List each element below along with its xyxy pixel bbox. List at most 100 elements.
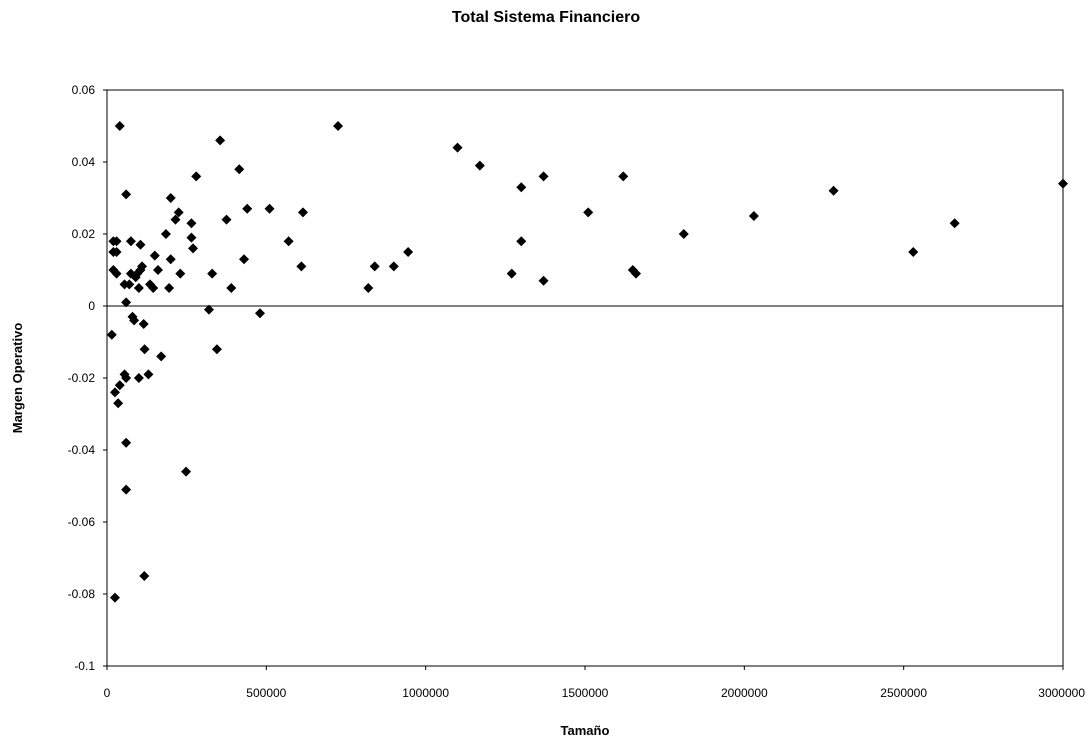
data-point — [828, 185, 839, 196]
data-point — [234, 164, 245, 175]
data-point — [630, 268, 641, 279]
data-point — [506, 268, 517, 279]
x-tick-label: 2500000 — [880, 686, 927, 700]
data-point — [165, 254, 176, 265]
x-tick-label: 500000 — [246, 686, 286, 700]
data-point — [388, 261, 399, 272]
data-point — [211, 344, 222, 355]
y-tick-label: 0.06 — [72, 83, 96, 97]
data-point — [538, 275, 549, 286]
data-point — [264, 203, 275, 214]
data-point — [133, 373, 144, 383]
y-axis-label: Margen Operativo — [10, 323, 25, 434]
data-point — [164, 283, 175, 293]
y-tick-label: -0.08 — [68, 587, 96, 601]
data-point — [138, 319, 149, 329]
data-point — [191, 171, 202, 182]
y-tick-label: 0.04 — [72, 155, 96, 169]
data-point — [215, 135, 226, 146]
data-point — [111, 236, 122, 247]
data-point — [106, 329, 117, 340]
data-point — [748, 211, 759, 221]
y-tick-label: 0 — [88, 299, 95, 313]
data-point — [452, 142, 463, 153]
data-point — [678, 229, 689, 239]
data-point — [113, 398, 124, 409]
data-point — [175, 268, 186, 279]
data-point — [538, 171, 549, 182]
data-point — [186, 218, 197, 229]
y-tick-label: -0.1 — [74, 659, 95, 673]
y-axis-ticks: 0.06 0.04 0.02 0 -0.02 -0.04 -0.06 -0.08 -0.1 — [68, 83, 107, 673]
x-tick-label: 0 — [104, 686, 111, 700]
data-point — [203, 304, 214, 315]
data-point — [121, 437, 132, 448]
data-point — [119, 369, 130, 380]
data-point — [125, 236, 136, 247]
data-point — [148, 283, 159, 293]
data-point — [297, 207, 308, 218]
data-point — [403, 247, 414, 257]
y-tick-label: -0.04 — [68, 443, 96, 457]
data-point — [121, 373, 132, 383]
x-axis-ticks: 0 500000 1000000 1500000 2000000 2500000 30000… — [104, 666, 1085, 700]
data-point — [143, 369, 154, 380]
data-point — [296, 261, 307, 272]
data-point — [135, 239, 146, 250]
data-point — [160, 229, 171, 239]
data-point — [583, 207, 594, 218]
data-point — [207, 268, 218, 279]
y-tick-label: -0.06 — [68, 515, 96, 529]
y-tick-label: 0.02 — [72, 227, 96, 241]
data-point — [363, 283, 374, 293]
data-point — [139, 571, 150, 581]
data-point — [474, 160, 485, 171]
data-point — [108, 265, 119, 275]
data-point — [221, 214, 232, 225]
data-point — [170, 214, 181, 225]
data-point — [124, 279, 135, 290]
data-point — [516, 236, 527, 247]
data-point — [121, 484, 132, 495]
x-tick-label: 2000000 — [721, 686, 768, 700]
data-point — [618, 171, 629, 182]
y-tick-label: -0.02 — [68, 371, 96, 385]
x-tick-label: 1500000 — [562, 686, 609, 700]
x-axis-label: Tamaño — [561, 723, 610, 738]
data-point — [949, 218, 960, 229]
data-point — [239, 254, 250, 265]
data-point — [121, 297, 132, 308]
data-point — [149, 250, 160, 261]
data-point — [369, 261, 380, 272]
data-point — [283, 236, 294, 247]
data-point — [121, 189, 132, 200]
data-points — [106, 121, 1068, 603]
data-point — [186, 232, 197, 243]
data-point — [109, 387, 120, 398]
data-point — [188, 243, 199, 254]
data-point — [114, 121, 125, 131]
data-point — [156, 351, 167, 362]
data-point — [129, 315, 140, 326]
data-point — [173, 207, 184, 218]
plot-area — [106, 89, 1064, 667]
data-point — [242, 203, 253, 214]
x-tick-label: 3000000 — [1038, 686, 1085, 700]
data-point — [133, 283, 144, 293]
data-point — [114, 380, 125, 391]
data-point — [137, 261, 148, 272]
data-point — [1058, 178, 1068, 189]
data-point — [516, 182, 527, 193]
data-point — [254, 308, 265, 319]
data-point — [111, 247, 122, 257]
data-point — [226, 283, 237, 293]
data-point — [152, 265, 163, 275]
data-point — [139, 344, 150, 355]
data-point — [165, 193, 176, 203]
data-point — [333, 121, 344, 131]
data-point — [908, 247, 919, 257]
data-point — [181, 466, 192, 477]
x-tick-label: 1000000 — [402, 686, 449, 700]
chart-title: Total Sistema Financiero — [452, 9, 640, 26]
